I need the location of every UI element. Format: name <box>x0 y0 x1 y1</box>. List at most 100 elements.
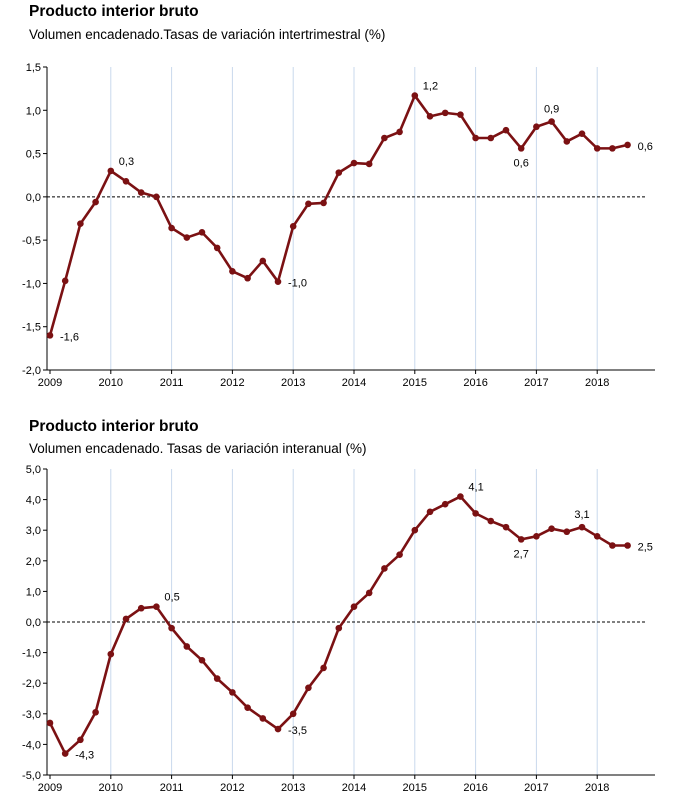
data-label: -4,3 <box>75 750 94 762</box>
y-tick-label: -3,0 <box>22 709 41 721</box>
x-tick-label: 2018 <box>585 377 609 389</box>
series-line <box>48 94 628 336</box>
data-label: 4,1 <box>468 482 483 494</box>
y-tick-label: 4,0 <box>26 495 41 507</box>
x-tick-label: 2012 <box>220 782 244 794</box>
data-point <box>259 257 267 265</box>
y-tick-label: -4,0 <box>22 739 41 751</box>
data-point <box>153 603 160 610</box>
data-point <box>168 224 175 232</box>
y-tick-label: 2,0 <box>26 556 41 568</box>
chart-annual-svg: 5,04,03,02,01,00,0-1,0-2,0-3,0-4,0-5,020… <box>22 464 655 794</box>
chart-title: Producto interior bruto <box>29 418 199 435</box>
data-point <box>153 193 160 201</box>
data-point <box>548 525 555 532</box>
data-point <box>168 624 175 632</box>
data-point <box>457 493 464 500</box>
y-tick-label: -1,0 <box>22 278 41 290</box>
data-point <box>77 220 84 227</box>
data-point <box>274 278 282 285</box>
data-point <box>229 689 236 696</box>
x-tick-label: 2011 <box>160 377 184 389</box>
data-label: -1,6 <box>60 331 79 343</box>
data-point <box>441 109 449 117</box>
data-point <box>472 510 479 517</box>
data-point <box>517 536 525 543</box>
data-point <box>381 565 388 572</box>
y-tick-label: -2,0 <box>22 365 41 377</box>
y-tick-label: 3,0 <box>26 525 41 537</box>
data-point <box>335 624 343 632</box>
data-label: 3,1 <box>574 509 589 521</box>
data-point <box>244 274 251 282</box>
data-point <box>229 268 236 275</box>
data-point <box>457 111 464 118</box>
y-tick-label: -1,0 <box>22 648 41 660</box>
x-tick-label: 2016 <box>463 782 487 794</box>
data-point <box>107 650 115 658</box>
data-point <box>259 715 267 722</box>
x-tick-label: 2013 <box>281 782 305 794</box>
data-label: 2,7 <box>514 548 529 560</box>
data-label: 2,5 <box>638 542 653 554</box>
x-tick-label: 2017 <box>524 782 548 794</box>
data-point <box>502 523 510 531</box>
x-tick-label: 2016 <box>463 377 487 389</box>
x-tick-label: 2011 <box>160 782 184 794</box>
data-label: 0,6 <box>638 141 653 153</box>
data-label: 1,2 <box>423 81 438 93</box>
data-point <box>46 332 54 339</box>
data-point <box>426 113 434 120</box>
x-tick-label: 2018 <box>585 782 609 794</box>
x-tick-label: 2009 <box>38 782 62 794</box>
data-point <box>517 145 525 152</box>
data-point <box>593 533 601 540</box>
data-label: 0,3 <box>119 156 134 168</box>
data-point <box>533 123 540 131</box>
data-point <box>320 199 327 207</box>
y-tick-label: 0,0 <box>26 617 41 629</box>
data-label: 0,9 <box>544 104 559 116</box>
data-point <box>396 551 403 558</box>
data-point <box>350 159 358 167</box>
data-point <box>305 684 312 692</box>
x-tick-label: 2010 <box>99 377 123 389</box>
data-point <box>305 200 312 208</box>
y-tick-label: -2,0 <box>22 678 41 690</box>
chart-subtitle: Volumen encadenado.Tasas de variación in… <box>29 27 386 42</box>
chart-panel-annual: 5,0 4,0 3,0 2,0 1,0 0,0 -1,0 -2,0 -3,0 -4,0 -5,0 20… <box>0 410 689 804</box>
x-tick-label: 2009 <box>38 377 62 389</box>
data-point <box>77 736 84 744</box>
data-label: -3,5 <box>288 725 307 737</box>
data-point <box>593 145 601 152</box>
y-tick-label: 0,0 <box>26 192 41 204</box>
data-point <box>335 169 343 176</box>
data-point <box>487 517 495 525</box>
data-point <box>411 526 419 534</box>
data-label: 0,6 <box>514 157 529 169</box>
y-tick-label: 1,0 <box>26 105 41 117</box>
data-point <box>350 603 358 610</box>
x-tick-label: 2017 <box>524 377 548 389</box>
data-point <box>137 604 145 612</box>
data-point <box>365 589 373 597</box>
data-point <box>365 160 373 168</box>
y-tick-label: 1,0 <box>26 586 41 598</box>
data-point <box>46 719 54 727</box>
chart-panel-quarterly: 1,5 1,0 0,5 0,0 -0,5 -1,0 -1,5 -2,0 2009 2010 2011… <box>0 0 689 400</box>
data-point <box>563 528 571 536</box>
data-point <box>563 138 571 145</box>
data-label: -1,0 <box>288 278 307 290</box>
y-tick-label: 0,5 <box>26 149 41 161</box>
data-point <box>320 664 327 672</box>
x-tick-label: 2015 <box>403 782 427 794</box>
data-point <box>578 523 586 531</box>
data-point <box>122 615 130 623</box>
x-tick-label: 2014 <box>342 377 366 389</box>
x-tick-label: 2010 <box>99 782 123 794</box>
data-point <box>92 198 99 206</box>
data-point <box>213 244 221 252</box>
data-point <box>183 643 191 650</box>
data-point <box>624 542 631 549</box>
